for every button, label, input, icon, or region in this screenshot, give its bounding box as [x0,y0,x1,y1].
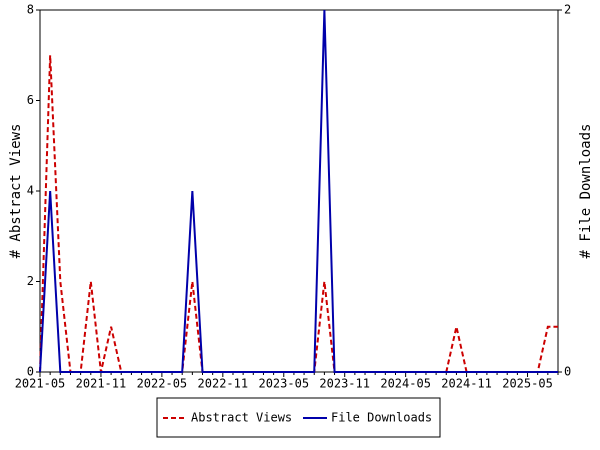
legend-box [156,397,441,438]
x-tick-label: 2021-11 [76,377,127,391]
y-axis-label: # Abstract Views [8,124,24,259]
x-tick-label: 2024-05 [380,377,431,391]
series-line [39,9,558,373]
y-tick-label: 2 [27,274,34,288]
x-tick-label: 2024-11 [441,377,492,391]
series-line [39,55,558,373]
legend-label: Abstract Views [191,411,292,425]
y-tick-label: 4 [27,184,34,198]
y-tick-label: 0 [27,365,34,379]
x-tick-label: 2021-05 [15,377,66,391]
y2-tick-label: 2 [564,3,571,17]
x-tick-label: 2025-05 [502,377,553,391]
y-tick-label: 6 [27,93,34,107]
x-tick-label: 2023-05 [258,377,309,391]
x-tick-label: 2022-11 [198,377,249,391]
y-tick-label: 8 [27,3,34,17]
y2-axis-label: # File Downloads [578,124,594,259]
x-tick-label: 2022-05 [137,377,188,391]
y2-tick-label: 0 [564,365,571,379]
plot-frame [39,9,559,373]
legend-label: File Downloads [331,411,432,425]
x-tick-label: 2023-11 [319,377,370,391]
